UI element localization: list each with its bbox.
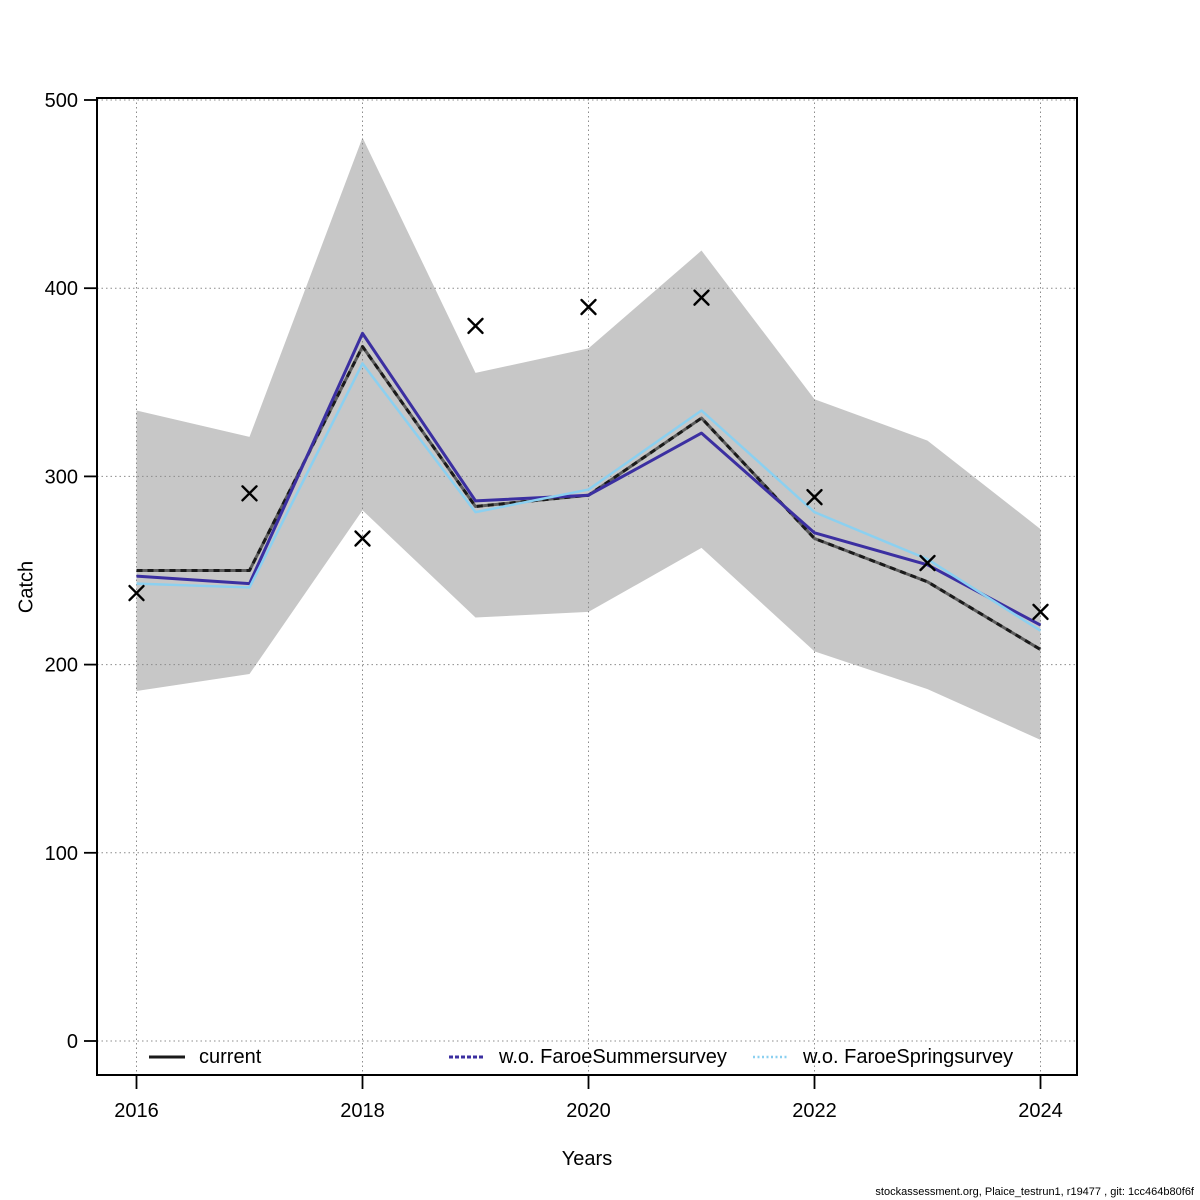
legend-line-summersurvey xyxy=(449,1055,485,1059)
y-tick-label: 500 xyxy=(45,90,78,112)
observed-catch-markers xyxy=(128,289,1049,621)
y-tick-label: 200 xyxy=(45,655,78,677)
x-axis-title: Years xyxy=(561,1148,613,1170)
y-tick-label: 100 xyxy=(45,843,78,865)
legend-label-current: current xyxy=(199,1045,262,1068)
legend-item-springsurvey: w.o. FaroeSpringsurvey xyxy=(752,1046,1013,1068)
y-axis-title: Catch xyxy=(15,560,38,614)
series-line-summersurvey xyxy=(136,331,1042,627)
legend-line-springsurvey xyxy=(753,1055,789,1059)
x-tick-label: 2022 xyxy=(792,1100,837,1122)
legend-label-springsurvey: w.o. FaroeSpringsurvey xyxy=(803,1045,1014,1068)
footer-attribution: stockassessment.org, Plaice_testrun1, r1… xyxy=(875,1186,1194,1198)
gridlines xyxy=(97,98,1077,1075)
axis-ticks xyxy=(84,99,1042,1089)
plot-frame xyxy=(96,97,1078,1076)
x-tick-label: 2020 xyxy=(566,1100,611,1122)
legend-label-summersurvey: w.o. FaroeSummersurvey xyxy=(499,1045,727,1068)
legend-item-summersurvey: w.o. FaroeSummersurvey xyxy=(448,1046,727,1068)
x-tick-label: 2024 xyxy=(1018,1100,1063,1122)
x-tick-label: 2016 xyxy=(114,1100,159,1122)
series-line-springsurvey xyxy=(136,362,1042,632)
y-tick-label: 300 xyxy=(45,466,78,488)
legend-item-current: current xyxy=(148,1046,261,1068)
axis-tick-labels: 0 100 200 300 400 500 2016 2018 2020 2022 2024 xyxy=(45,90,1063,1122)
y-tick-label: 0 xyxy=(67,1031,78,1053)
y-tick-label: 400 xyxy=(45,278,78,300)
confidence-band xyxy=(136,137,1041,740)
x-tick-label: 2018 xyxy=(340,1100,385,1122)
legend-line-current xyxy=(149,1055,185,1059)
